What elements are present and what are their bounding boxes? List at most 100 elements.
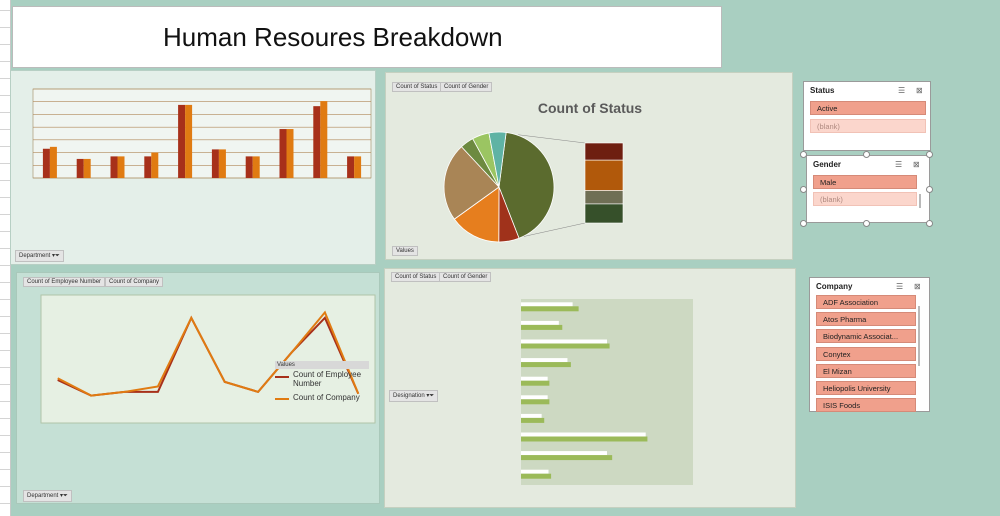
department-field-button[interactable]: Department ▾⏷ [23, 490, 72, 502]
resize-handle[interactable] [926, 186, 933, 193]
company-slicer-header: Company [816, 282, 853, 291]
bar [110, 156, 118, 178]
designation-bar-chart [521, 299, 693, 485]
designation-bar-chart-panel[interactable]: Count of Status Count of Gender Designat… [384, 268, 796, 508]
slicer-item-company[interactable]: Conytex [816, 346, 916, 361]
pie-slice [498, 132, 555, 239]
slicer-item-blank[interactable]: (blank) [810, 119, 926, 133]
multi-select-icon[interactable]: ☰ [895, 160, 903, 169]
slicer-item-company[interactable]: Atos Pharma [816, 312, 916, 327]
bar [521, 380, 550, 386]
bar [521, 413, 542, 418]
bar-of-pie-segment [584, 190, 624, 205]
slicer-item-active[interactable]: Active [810, 101, 926, 115]
resize-handle[interactable] [863, 151, 870, 158]
scrollbar[interactable] [918, 306, 920, 366]
resize-handle[interactable] [926, 220, 933, 227]
legend-item-company: Count of Company [275, 393, 375, 405]
department-field-label: Department [27, 493, 59, 499]
sheet-gridline [0, 78, 10, 79]
bar-of-pie-segment [584, 142, 624, 161]
pie-slice [443, 146, 500, 220]
clear-filter-icon[interactable]: ⊠ [914, 282, 921, 291]
slicer-item-male[interactable]: Male [813, 175, 917, 189]
resize-handle[interactable] [800, 186, 807, 193]
dashboard-title-box: Human Resoures Breakdown [12, 6, 722, 68]
clear-filter-icon[interactable]: ⊠ [913, 160, 920, 169]
department-bar-chart [32, 88, 372, 179]
designation-field-button[interactable]: Designation ▾⏷ [389, 390, 439, 402]
department-field-label: Department [19, 253, 51, 259]
bar [76, 158, 84, 178]
bar [521, 343, 610, 349]
connector-line [518, 134, 586, 144]
sheet-gridline [0, 367, 10, 368]
bar [117, 156, 125, 178]
bar [521, 320, 559, 325]
sheet-gridline [0, 10, 10, 11]
resize-handle[interactable] [800, 220, 807, 227]
values-button[interactable]: Values [392, 246, 418, 256]
bar [286, 129, 294, 178]
sheet-gridline [0, 180, 10, 181]
sheet-gridline [0, 44, 10, 45]
slicer-item-company[interactable]: ISIS Foods [816, 398, 916, 413]
count-of-company-button[interactable]: Count of Company [105, 277, 164, 287]
bar [151, 152, 159, 178]
bar [211, 149, 219, 178]
count-of-gender-button[interactable]: Count of Gender [439, 272, 492, 282]
scrollbar[interactable] [919, 194, 921, 208]
legend-label: Count of Employee Number [293, 370, 362, 388]
bar [521, 469, 549, 474]
slicer-item-blank[interactable]: (blank) [813, 192, 917, 206]
filter-dropdown-icon: ▾⏷ [60, 493, 68, 499]
gender-slicer[interactable]: Gender ☰ ⊠ Male (blank) [806, 155, 930, 223]
multi-select-icon[interactable]: ☰ [896, 282, 904, 291]
sheet-gridline [0, 248, 10, 249]
filter-dropdown-icon: ▾⏷ [52, 253, 60, 259]
resize-handle[interactable] [800, 151, 807, 158]
bar [521, 436, 648, 442]
bar [521, 451, 607, 456]
slicer-item-company[interactable]: ADF Association [816, 295, 916, 309]
company-slicer[interactable]: Company ☰ ⊠ ADF Association Atos Pharma Bi… [809, 277, 930, 413]
bar [49, 146, 57, 178]
status-slicer[interactable]: Status ☰ ⊠ Active (blank) [803, 81, 931, 151]
bar [521, 302, 573, 307]
sheet-gridline [0, 163, 10, 164]
bar [521, 358, 568, 363]
department-bar-chart-panel[interactable]: Department ▾⏷ [10, 70, 376, 265]
line-chart-panel[interactable]: Count of Employee Number Count of Compan… [16, 272, 380, 504]
bar [521, 417, 545, 423]
sheet-gridline [0, 61, 10, 62]
slicer-item-company[interactable]: El Mizan [816, 363, 916, 378]
multi-select-icon[interactable]: ☰ [898, 86, 906, 95]
sheet-gridline [0, 112, 10, 113]
sheet-gridline [0, 401, 10, 402]
resize-handle[interactable] [863, 220, 870, 227]
department-field-button[interactable]: Department ▾⏷ [15, 250, 64, 262]
sheet-gridline [0, 350, 10, 351]
bar [218, 149, 226, 178]
sheet-gridline [0, 282, 10, 283]
gender-slicer-header: Gender [813, 160, 842, 169]
legend-swatch [275, 376, 289, 378]
bar [245, 156, 253, 178]
sheet-gridline [0, 486, 10, 487]
sheet-gridline [0, 265, 10, 266]
resize-handle[interactable] [926, 151, 933, 158]
count-of-gender-button[interactable]: Count of Gender [440, 82, 493, 92]
bar [521, 399, 550, 405]
bar [354, 156, 362, 178]
legend-swatch [275, 398, 289, 400]
bar [521, 473, 552, 479]
clear-filter-icon[interactable]: ⊠ [916, 86, 923, 95]
sheet-gridline [0, 299, 10, 300]
slicer-item-company[interactable]: Heliopolis University [816, 381, 916, 395]
slicer-item-company[interactable]: Biodynamic Associat... [816, 329, 916, 344]
sheet-gridline [0, 231, 10, 232]
count-of-employee-number-button[interactable]: Count of Employee Number [23, 277, 106, 287]
status-pie-chart-panel[interactable]: Count of Status Count of Gender Count of… [385, 72, 793, 260]
sheet-gridline [0, 452, 10, 453]
pie-slice [488, 131, 507, 188]
